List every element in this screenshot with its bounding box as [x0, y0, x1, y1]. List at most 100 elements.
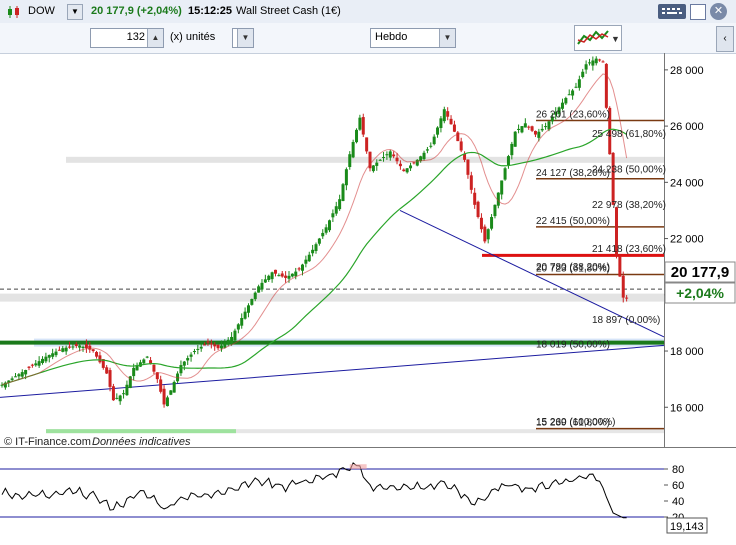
candle-body	[34, 363, 38, 366]
title-bar: DOW ▼ 20 177,9 (+2,04%) 15:12:25 Wall St…	[0, 0, 736, 24]
candle-body	[300, 264, 304, 271]
candle-body	[382, 157, 386, 159]
candle-body	[385, 154, 389, 156]
candle-body	[392, 154, 396, 157]
candle-body	[152, 364, 156, 372]
candle-body	[493, 204, 497, 217]
chevron-down-icon[interactable]: ▼	[237, 29, 253, 47]
candle-body	[108, 370, 112, 387]
candle-body	[169, 390, 173, 395]
candle-body	[196, 348, 200, 350]
units-dropdown[interactable]: ▼	[232, 28, 254, 48]
candle-body	[162, 388, 166, 405]
candle-body	[530, 126, 534, 131]
candle-body	[24, 370, 28, 375]
y-tick-label: 28 000	[670, 65, 704, 77]
candle-body	[155, 372, 159, 380]
candle-body	[510, 143, 514, 156]
candle-body	[68, 346, 72, 348]
candle-body	[355, 129, 359, 143]
candle-body	[132, 367, 136, 377]
rsi-tick-label: 40	[672, 496, 684, 508]
candle-body	[449, 118, 453, 125]
close-icon[interactable]: ✕	[710, 3, 727, 20]
candle-body	[230, 336, 234, 344]
fib-label: 15 239 (61,80%)	[536, 418, 610, 429]
candle-body	[128, 376, 132, 389]
candle-body	[47, 354, 51, 358]
candle-body	[321, 232, 325, 237]
candle-body	[10, 378, 14, 380]
candle-body	[537, 131, 541, 138]
candle-body	[250, 299, 254, 305]
candle-body	[270, 272, 274, 280]
candle-body	[533, 130, 537, 135]
candle-body	[625, 297, 629, 299]
candle-body	[263, 279, 267, 283]
candle-body	[506, 156, 510, 166]
period-select[interactable]: Hebdo ▼	[370, 28, 456, 48]
candle-body	[61, 348, 65, 352]
period-value: Hebdo	[375, 31, 408, 43]
candle-body	[463, 153, 467, 160]
candle-body	[469, 175, 473, 190]
fib-label: 15 260 (100,00%)	[536, 417, 616, 428]
candle-body	[560, 102, 564, 109]
short-moving-average-line	[1, 73, 628, 386]
candle-body	[388, 151, 392, 158]
candle-body	[125, 384, 129, 396]
candle-body	[324, 227, 328, 233]
candle-body	[422, 152, 426, 160]
candle-body	[398, 163, 402, 167]
stepper-icon[interactable]: ▲	[147, 29, 163, 47]
candle-body	[459, 141, 463, 151]
candle-body	[284, 275, 288, 278]
candle-body	[95, 352, 99, 357]
rsi-pane	[0, 462, 664, 519]
fib-label: 24 127 (38,20%)	[536, 168, 610, 179]
lower-trendline	[0, 344, 665, 398]
collapse-panel-icon[interactable]: ‹	[716, 26, 734, 52]
candle-body	[567, 94, 571, 96]
keyboard-icon[interactable]	[658, 4, 686, 19]
indicators-button[interactable]: ▼	[574, 25, 622, 51]
candle-body	[608, 107, 612, 155]
symbol-dropdown-icon[interactable]: ▼	[67, 4, 83, 20]
candle-body	[554, 112, 558, 115]
candle-body	[604, 63, 608, 108]
candle-body	[20, 372, 24, 377]
rsi-tick-label: 60	[672, 480, 684, 492]
candle-body	[479, 217, 483, 230]
base-zone	[46, 429, 664, 434]
candle-body	[101, 359, 105, 368]
candle-body	[456, 132, 460, 142]
candle-body	[226, 339, 230, 345]
candle-body	[3, 382, 7, 388]
candle-body	[115, 397, 119, 399]
candle-body	[290, 273, 294, 277]
candle-body	[523, 123, 527, 128]
candle-body	[473, 192, 477, 205]
candle-body	[17, 374, 21, 377]
candle-body	[334, 206, 338, 214]
disclaimer-label: Données indicatives	[92, 436, 191, 448]
y-tick-label: 26 000	[670, 121, 704, 133]
window-icon[interactable]	[690, 4, 706, 20]
candle-body	[287, 275, 291, 279]
candle-body	[432, 136, 436, 145]
candle-body	[118, 395, 122, 402]
candle-body	[41, 358, 45, 364]
candle-body	[37, 361, 41, 366]
candle-body	[84, 344, 88, 349]
units-count-input[interactable]: 132 ▲	[90, 28, 164, 48]
chevron-down-icon[interactable]: ▼	[439, 29, 455, 47]
candle-body	[0, 384, 4, 386]
candle-body	[192, 351, 196, 353]
candle-body	[149, 360, 153, 365]
candle-body	[598, 59, 602, 61]
candle-body	[557, 107, 561, 114]
candle-body	[44, 356, 48, 362]
candlestick-icon	[6, 5, 22, 19]
candle-body	[571, 90, 575, 96]
